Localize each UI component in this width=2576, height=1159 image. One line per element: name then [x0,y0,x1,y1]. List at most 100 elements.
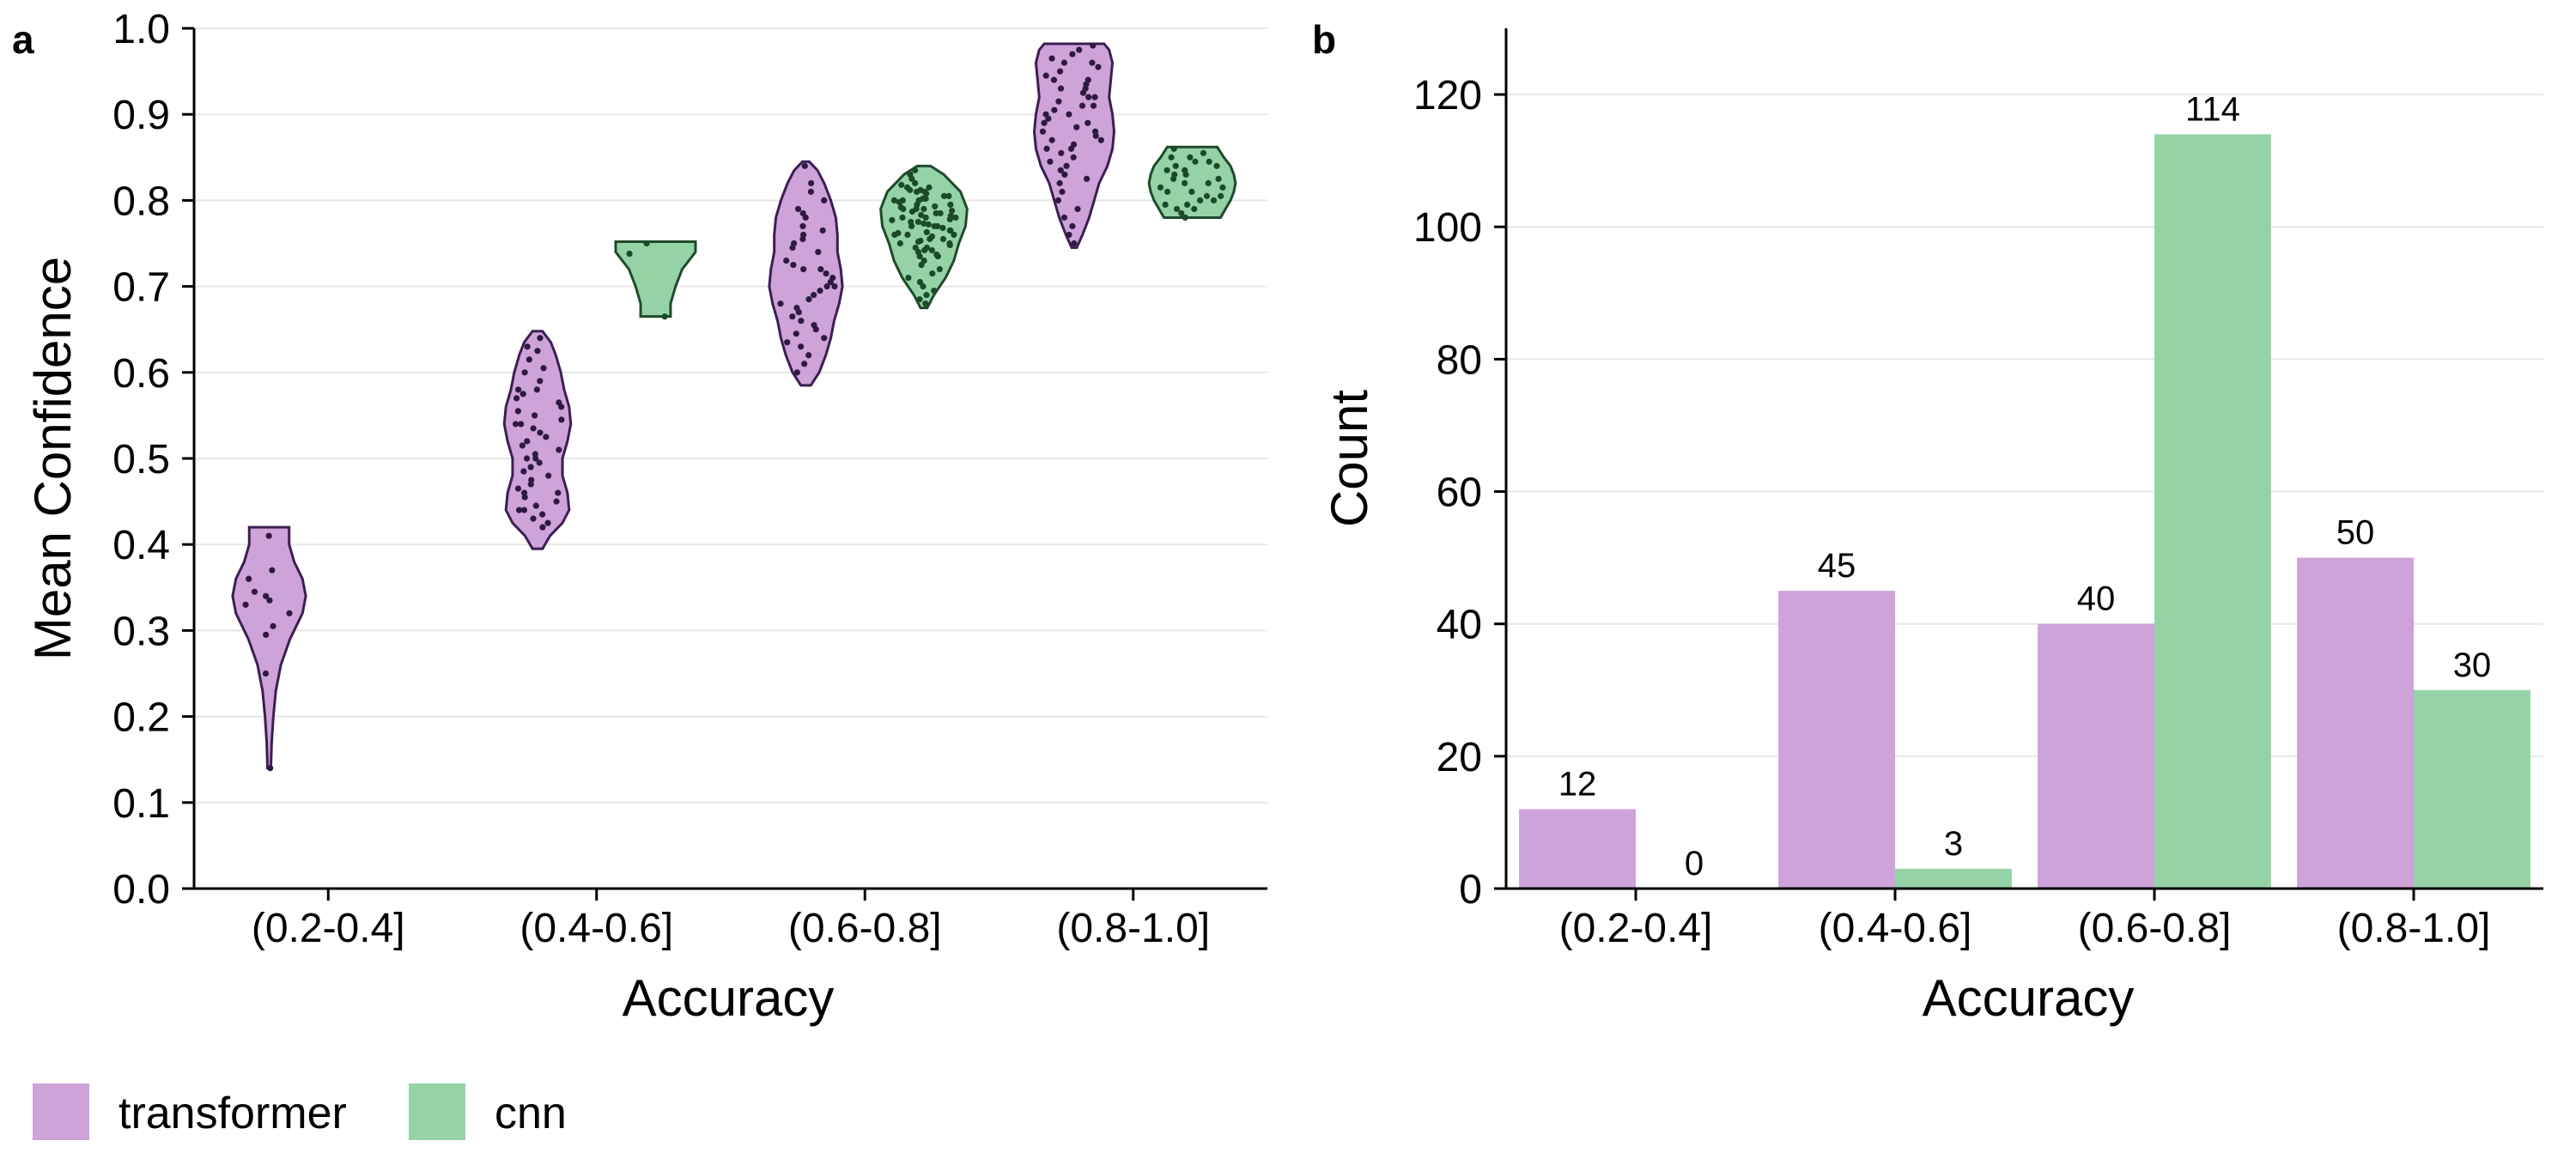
violin-point-cnn [920,205,927,213]
panel-b-bars [1519,134,2530,889]
violin-point-cnn [1187,154,1194,161]
violin-point-transformer [524,343,531,350]
bar-label-transformer: 12 [1558,766,1597,804]
panel-b-y-tick-label: 120 [1413,73,1482,118]
violin-point-transformer [1043,145,1050,152]
panel-a-x-axis-label: Accuracy [623,969,835,1027]
violin-point-cnn [920,283,927,290]
violin-point-cnn [914,218,922,226]
violin-point-transformer [805,296,812,303]
violin-point-cnn [946,240,953,247]
violin-point-cnn [921,188,928,195]
panel-b-x-tick-label: (0.4-0.6] [1819,906,1972,951]
violin-point-transformer [799,222,806,230]
violin-point-transformer [1039,128,1047,135]
violin-point-transformer [795,309,802,316]
violin-point-cnn [898,181,905,188]
panel-b-axes [1504,28,2543,890]
violin-point-transformer [514,386,522,393]
panel-a-y-tick-label: 0.0 [112,867,170,913]
violin-point-cnn [937,209,944,217]
panel-b-y-tick-label: 40 [1437,603,1482,648]
bar-label-transformer: 45 [1818,547,1856,585]
violin-point-cnn [916,296,923,303]
violin-point-transformer [827,278,834,286]
violin-point-cnn [908,175,915,182]
bar-transformer [1778,591,1895,889]
violin-point-transformer [777,300,784,307]
violin-point-cnn [947,201,954,209]
violin-point-transformer [1073,124,1080,130]
violin-point-cnn [912,167,919,173]
panel-b-x-axis-label: Accuracy [1923,969,2135,1027]
bar-label-transformer: 50 [2336,514,2375,552]
violin-point-cnn [952,214,959,221]
violin-point-transformer [523,455,531,462]
panel-a-y-tick-label: 0.2 [112,695,170,741]
violin-point-cnn [912,244,919,252]
violin-point-transformer [519,442,526,449]
panel-b-y-tick-label: 100 [1413,205,1482,251]
violin-point-transformer [540,365,547,372]
violin-point-cnn [889,216,896,224]
violin-transformer-(0.4-0.6] [502,330,573,550]
violin-point-cnn [939,235,947,243]
panel-a-y-tick-label: 0.7 [112,265,170,311]
violin-point-transformer [543,434,550,440]
violin-point-transformer [520,507,528,513]
violin-point-cnn [931,288,938,294]
violin-point-transformer [539,511,546,518]
violin-point-cnn [1178,209,1185,217]
violin-point-transformer [1066,111,1072,118]
panel-b-x-tick-label: (0.8-1.0] [2337,906,2491,951]
violin-point-transformer [817,265,824,273]
panel-b-gridlines [1506,94,2543,757]
violin-point-transformer [1047,158,1054,165]
violin-point-transformer [520,468,527,475]
violin-point-transformer [544,519,551,526]
violin-point-transformer [532,455,539,462]
violin-point-cnn [914,188,920,195]
panel-b-x-ticks: (0.2-0.4] (0.4-0.6] (0.6-0.8] (0.8-1.0] [1559,889,2491,951]
violin-point-transformer [532,412,538,419]
violin-transformer-(0.6-0.8] [768,160,844,387]
violin-point-cnn [1219,184,1226,191]
panel-a-x-ticks: (0.2-0.4] (0.4-0.6] (0.6-0.8] (0.8-1.0] [252,889,1210,951]
violin-point-cnn [946,227,953,234]
violin-point-cnn [932,203,939,210]
violin-point-transformer [790,261,797,269]
violin-point-cnn [1197,197,1204,203]
violin-point-transformer [556,446,562,453]
violin-point-transformer [1069,222,1076,230]
panel-b-y-tick-label: 80 [1437,337,1482,383]
violin-point-transformer [819,227,826,234]
violin-point-cnn [1215,175,1222,182]
violin-point-cnn [1171,171,1178,178]
panel-b-x-tick-label: (0.2-0.4] [1559,906,1713,951]
violin-point-transformer [1079,89,1087,96]
violin-point-transformer [1069,51,1076,58]
bar-label-cnn: 3 [1944,825,1963,863]
violin-point-transformer [1060,59,1068,66]
violin-point-transformer [265,532,272,539]
violin-point-transformer [1066,231,1072,239]
violin-point-cnn [922,214,929,221]
bar-transformer [2297,557,2414,889]
violin-point-transformer [1060,214,1068,221]
violin-point-cnn [1170,145,1177,152]
violin-point-transformer [558,416,565,423]
violin-point-cnn [921,246,928,254]
violin-point-transformer [1048,55,1055,62]
violin-point-transformer [1041,119,1048,126]
violin-point-cnn [918,261,925,269]
violin-point-cnn [951,231,957,239]
violin-point-transformer [537,429,544,436]
violin-point-transformer [1097,137,1104,143]
violin-point-transformer [267,765,274,772]
violin-point-transformer [815,248,822,256]
panel-a-violin-chart: a 0.0 0.1 0.2 0.3 0.4 0.5 0.6 0.7 0.8 0.9 1.0 (0.2… [12,7,1267,1027]
violin-point-transformer [821,335,828,342]
violin-point-cnn [925,221,932,228]
violin-point-transformer [524,438,531,445]
violin-point-cnn [907,186,914,193]
